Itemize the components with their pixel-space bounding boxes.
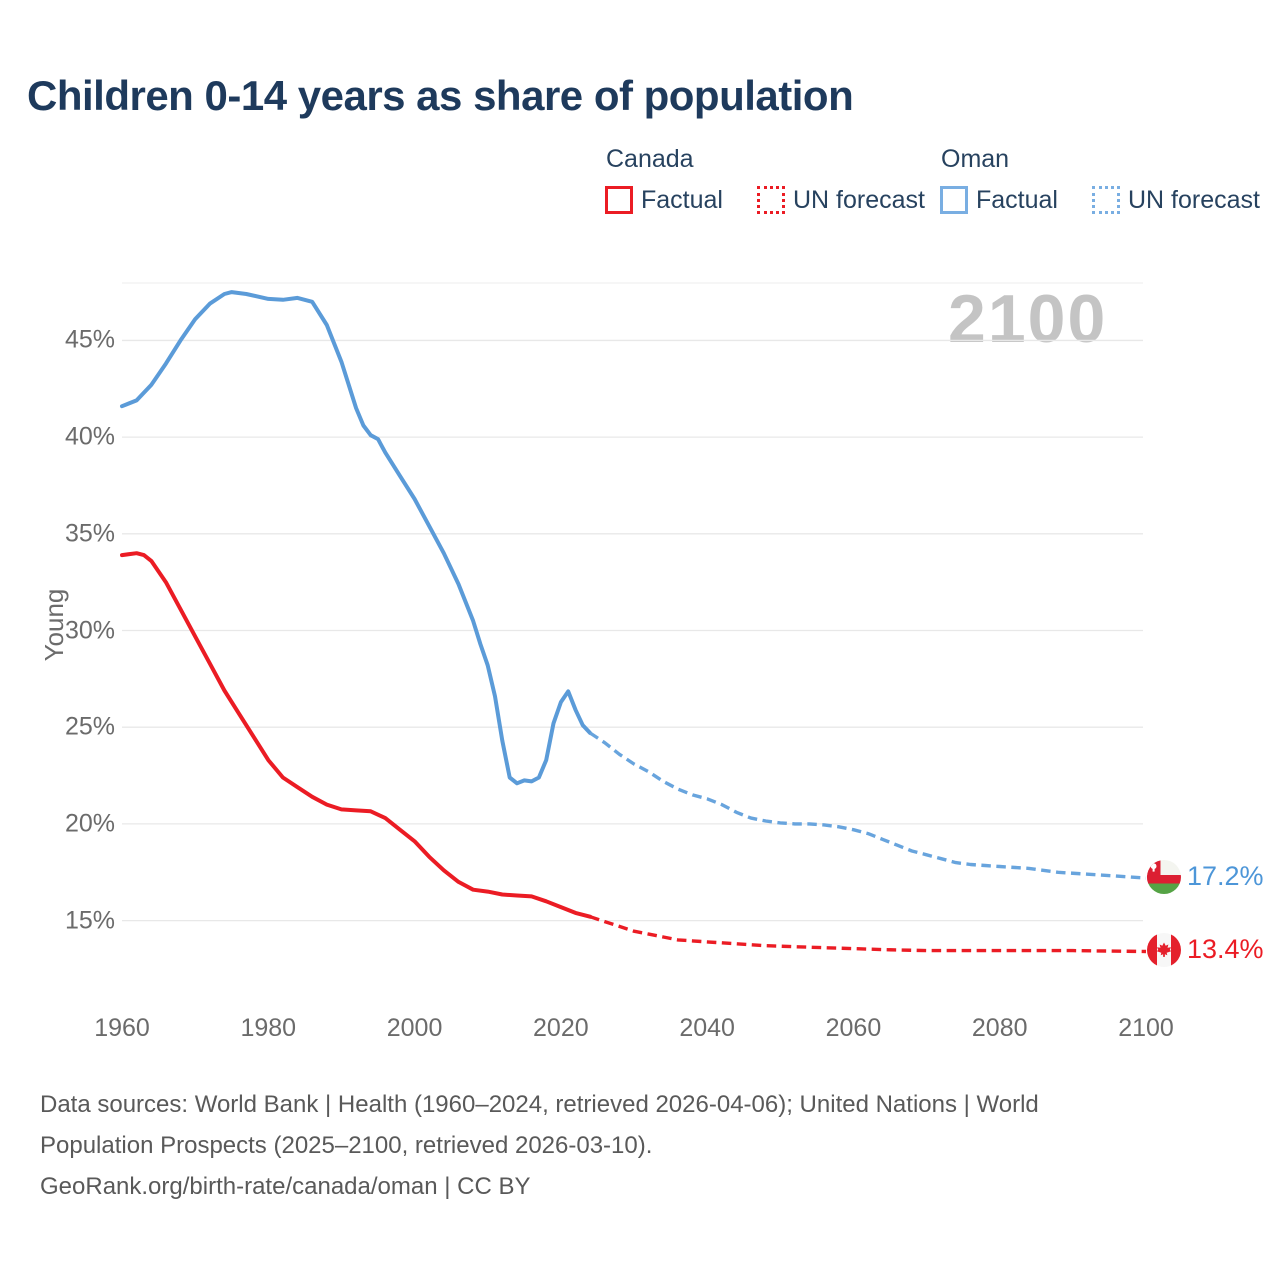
oman-factual-line bbox=[120, 290, 593, 786]
x-tick-label: 1960 bbox=[94, 1014, 150, 1042]
footer-sources-line2: Population Prospects (2025–2100, retriev… bbox=[40, 1132, 653, 1159]
oman-flag-icon bbox=[1147, 860, 1181, 894]
x-tick-label: 2000 bbox=[386, 1014, 443, 1042]
legend-oman-row: Factual UN forecast bbox=[940, 186, 1260, 214]
y-tick-label: 40% bbox=[64, 422, 115, 451]
canada-un-forecast-line bbox=[589, 915, 1147, 954]
legend-canada-forecast-label[interactable]: UN forecast bbox=[792, 185, 925, 214]
legend-canada-row: Factual UN forecast bbox=[605, 186, 925, 214]
footer-sources-line1: Data sources: World Bank | Health (1960–… bbox=[40, 1091, 1039, 1118]
footer-attribution: GeoRank.org/birth-rate/canada/oman | CC … bbox=[40, 1173, 531, 1200]
y-tick-label: 45% bbox=[64, 325, 115, 354]
y-tick-label: 20% bbox=[64, 809, 115, 838]
legend-canada-factual-label[interactable]: Factual bbox=[641, 185, 723, 214]
legend-oman-factual-label[interactable]: Factual bbox=[976, 185, 1058, 214]
y-tick-label: 35% bbox=[64, 519, 115, 548]
canada-flag-icon bbox=[1147, 933, 1181, 967]
x-tick-label: 2040 bbox=[679, 1014, 735, 1042]
canada-factual-line bbox=[120, 551, 593, 919]
canada-end-value: 13.4% bbox=[1187, 934, 1264, 964]
oman-forecast-swatch-icon[interactable] bbox=[1091, 186, 1120, 214]
y-tick-label: 30% bbox=[64, 616, 115, 644]
oman-end-value: 17.2% bbox=[1187, 861, 1264, 891]
y-tick-label: 15% bbox=[64, 906, 115, 935]
x-tick-label: 2060 bbox=[825, 1014, 882, 1042]
canada-forecast-swatch-icon[interactable] bbox=[756, 186, 785, 214]
x-tick-label: 2020 bbox=[533, 1014, 589, 1042]
legend-oman-title: Oman bbox=[941, 145, 1010, 173]
oman-un-forecast-line bbox=[589, 731, 1147, 880]
legend-oman-forecast-label[interactable]: UN forecast bbox=[1127, 185, 1260, 214]
x-tick-label: 1980 bbox=[240, 1014, 297, 1042]
legend-canada-title: Canada bbox=[606, 145, 694, 173]
x-tick-label: 2080 bbox=[971, 1014, 1028, 1042]
x-tick-label: 2100 bbox=[1118, 1014, 1174, 1042]
watermark-year: 2100 bbox=[948, 281, 1108, 357]
y-tick-label: 25% bbox=[64, 712, 115, 741]
oman-factual-swatch-icon[interactable] bbox=[940, 186, 968, 214]
canada-factual-swatch-icon[interactable] bbox=[605, 186, 633, 214]
chart-title: Children 0-14 years as share of populati… bbox=[27, 72, 854, 119]
